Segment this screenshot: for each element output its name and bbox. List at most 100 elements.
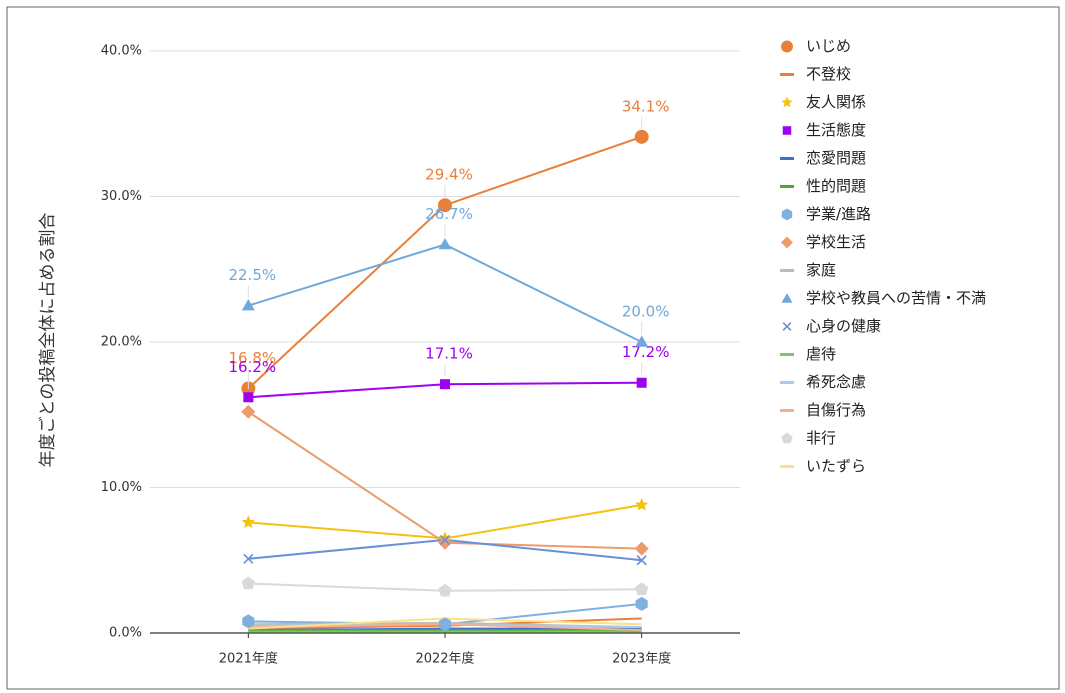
legend-item: 恋愛問題 (778, 150, 1038, 167)
series-line (248, 243, 643, 343)
legend-label: 不登校 (806, 65, 852, 83)
marker (636, 555, 647, 566)
data-label: 20.0% (622, 303, 670, 321)
legend-label: 学校や教員への苦情・不満 (806, 289, 987, 307)
data-label: 29.4% (425, 166, 473, 184)
marker (438, 617, 452, 632)
legend-label: 心身の健康 (806, 317, 882, 335)
marker (782, 126, 792, 135)
legend-label: いじめ (806, 37, 852, 55)
data-label: 17.2% (622, 343, 670, 361)
marker (782, 322, 792, 331)
legend-item: 学校や教員への苦情・不満 (778, 290, 1038, 307)
marker (781, 40, 793, 53)
marker (439, 534, 451, 545)
data-label: 17.1% (425, 345, 473, 363)
marker (241, 404, 256, 419)
x-tick-label: 2021年度 (219, 651, 278, 667)
marker (635, 498, 649, 511)
legend-symbol (782, 322, 792, 331)
legend-dash (780, 157, 794, 160)
legend-label: 家庭 (806, 261, 837, 279)
legend-item: 学校生活 (778, 234, 1038, 251)
legend-symbol (780, 465, 794, 468)
y-tick-label: 20.0% (101, 335, 142, 350)
legend-item: 友人関係 (778, 94, 1038, 111)
legend-label: 自傷行為 (806, 401, 867, 419)
data-label: 26.7% (425, 205, 473, 223)
data-label: 16.2% (229, 358, 277, 376)
legend-item: 生活態度 (778, 122, 1038, 139)
y-tick-label: 0.0% (109, 626, 142, 641)
legend-label: いたずら (806, 457, 867, 475)
legend-item: 家庭 (778, 262, 1038, 279)
legend-dash (780, 465, 794, 468)
legend-label: 学業/進路 (806, 205, 872, 223)
marker (781, 208, 793, 221)
marker (438, 198, 452, 213)
legend-label: 希死念慮 (806, 373, 867, 391)
legend-symbol (780, 185, 794, 188)
legend-item: 自傷行為 (778, 402, 1038, 419)
legend-item: 学業/進路 (778, 206, 1038, 223)
legend: いじめ不登校友人関係生活態度恋愛問題性的問題学業/進路学校生活家庭学校や教員への… (778, 38, 1038, 486)
legend-dash (780, 269, 794, 272)
legend-symbol (781, 293, 793, 303)
legend-dash (780, 185, 794, 188)
legend-label: 恋愛問題 (806, 149, 867, 167)
marker (634, 541, 649, 556)
legend-symbol (781, 208, 793, 221)
x-tick-label: 2022年度 (415, 651, 474, 667)
marker (635, 596, 648, 611)
y-tick-label: 10.0% (101, 480, 142, 495)
marker (438, 535, 452, 550)
data-label: 34.1% (622, 97, 670, 115)
legend-symbol (780, 269, 794, 272)
x-tick-label: 2023年度 (612, 651, 671, 667)
marker (781, 96, 793, 108)
marker (634, 129, 649, 144)
marker (241, 576, 255, 590)
legend-symbol (780, 73, 794, 76)
marker (243, 392, 254, 403)
legend-dash (780, 73, 794, 76)
data-label: 16.8% (229, 349, 277, 367)
legend-item: 希死念慮 (778, 374, 1038, 391)
y-tick-label: 40.0% (101, 44, 142, 59)
y-tick-label: 30.0% (101, 189, 142, 204)
legend-item: いたずら (778, 458, 1038, 475)
marker (243, 553, 254, 564)
y-axis-title: 年度ごとの投稿全体に占める割合 (38, 213, 58, 468)
legend-symbol (782, 126, 792, 135)
marker (438, 238, 452, 250)
legend-label: 性的問題 (806, 177, 867, 195)
marker (781, 293, 793, 303)
legend-item: 虐待 (778, 346, 1038, 363)
legend-item: 心身の健康 (778, 318, 1038, 335)
legend-label: 学校生活 (806, 233, 867, 251)
marker (781, 432, 793, 444)
marker (440, 379, 450, 390)
legend-symbol (780, 157, 794, 160)
frame (6, 6, 1060, 690)
legend-dash (780, 409, 794, 412)
legend-symbol (780, 353, 794, 356)
legend-symbol (780, 409, 794, 412)
legend-symbol (780, 381, 794, 384)
marker (242, 614, 255, 629)
legend-dash (780, 381, 794, 384)
legend-label: 非行 (806, 429, 837, 447)
data-label: 22.5% (229, 266, 277, 284)
legend-item: いじめ (778, 38, 1038, 55)
legend-symbol (781, 236, 793, 249)
marker (635, 335, 649, 347)
marker (635, 582, 649, 595)
marker (241, 515, 255, 529)
marker (438, 583, 452, 597)
legend-item: 性的問題 (778, 178, 1038, 195)
legend-symbol (781, 432, 793, 444)
legend-label: 虐待 (806, 345, 837, 363)
legend-label: 友人関係 (806, 93, 867, 111)
legend-item: 不登校 (778, 66, 1038, 83)
